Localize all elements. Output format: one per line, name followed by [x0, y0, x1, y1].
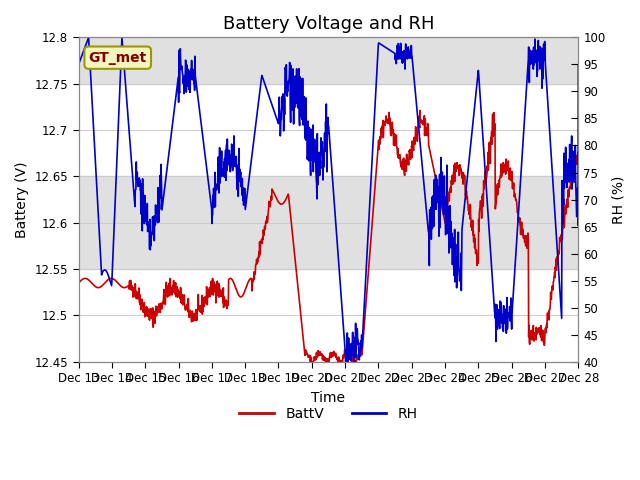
Legend: BattV, RH: BattV, RH	[234, 401, 423, 426]
Y-axis label: RH (%): RH (%)	[611, 175, 625, 224]
Y-axis label: Battery (V): Battery (V)	[15, 161, 29, 238]
Bar	[79, 177, 579, 269]
Bar	[79, 37, 579, 84]
Text: GT_met: GT_met	[88, 51, 147, 65]
X-axis label: Time: Time	[312, 391, 346, 405]
Title: Battery Voltage and RH: Battery Voltage and RH	[223, 15, 434, 33]
